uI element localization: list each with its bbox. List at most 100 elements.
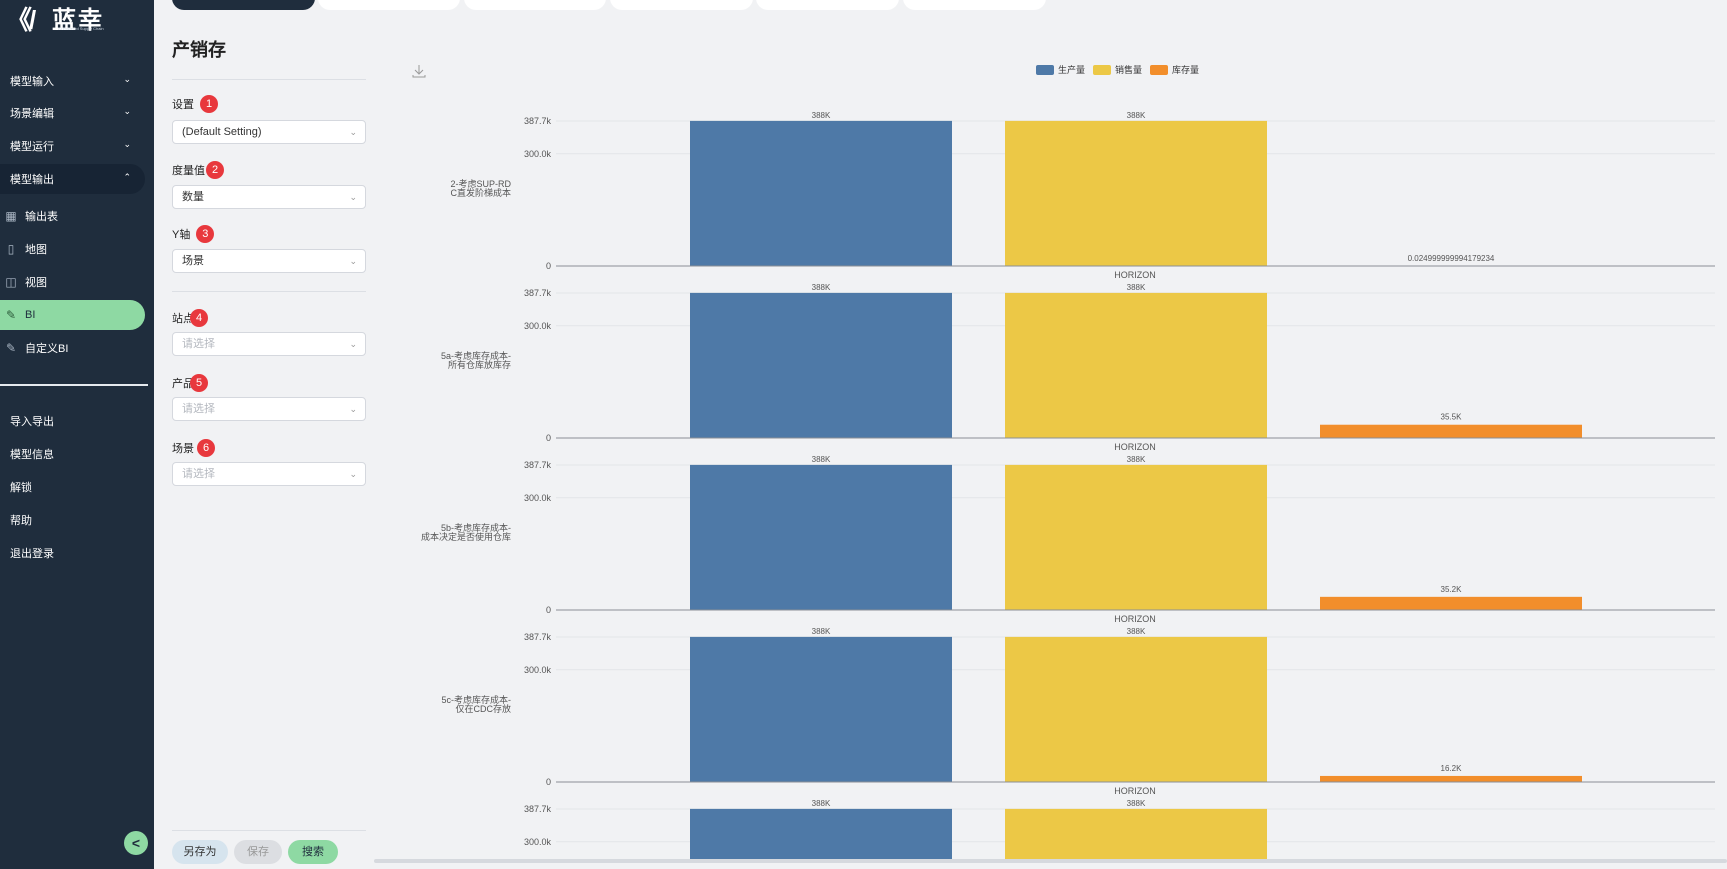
site-label-text: 站点 [172, 313, 194, 325]
divider [172, 830, 366, 831]
measure-select-value: 数量 [182, 191, 204, 203]
sidebar-item-model-info[interactable]: 模型信息 [0, 439, 145, 469]
y-tick-label: 0 [546, 605, 551, 615]
bi-icon: ✎ [5, 308, 17, 322]
y-tick-label: 300.0k [524, 837, 552, 847]
yaxis-select[interactable]: 场景 ⌄ [172, 249, 366, 273]
data-label: 388K [1127, 455, 1146, 464]
horizontal-scrollbar[interactable] [374, 859, 1727, 863]
sidebar-item-view[interactable]: ◫ 视图 [0, 267, 145, 297]
legend-swatch [1093, 65, 1111, 75]
site-select[interactable]: 请选择 ⌄ [172, 332, 366, 356]
nav-group-label: 模型输出 [10, 174, 54, 186]
scenario-label: 2-考虑SUP-RD [450, 178, 511, 189]
step-badge: 2 [206, 161, 224, 179]
data-label: 388K [812, 111, 831, 120]
nav-group-model-input[interactable]: 模型输入 ⌄ [0, 66, 145, 96]
nav-group-model-run[interactable]: 模型运行 ⌄ [0, 131, 145, 161]
tab-active[interactable] [172, 0, 315, 10]
legend-label: 库存量 [1172, 64, 1199, 75]
chevron-down-icon: ⌄ [349, 192, 357, 202]
scenario-select-placeholder: 请选择 [182, 468, 215, 480]
custom-bi-icon: ✎ [5, 341, 17, 355]
chart-area: 生产量 销售量 库存量 387.7k 300.0k 0 2-考虑SUP-RD C直发阶梯成本 3… [380, 55, 1727, 860]
bar [690, 464, 952, 610]
collapse-sidebar-button[interactable]: < [124, 831, 148, 855]
sidebar-item-label: 输出表 [25, 211, 58, 223]
bar [1005, 808, 1267, 860]
bar [690, 120, 952, 266]
search-button[interactable]: 搜索 [288, 840, 338, 864]
x-axis-label: HORIZON [1114, 270, 1156, 280]
logo-mark: 《/ [6, 5, 36, 35]
y-tick-label: 0 [546, 777, 551, 787]
product-select[interactable]: 请选择 ⌄ [172, 397, 366, 421]
chevron-down-icon: ⌄ [349, 469, 357, 479]
sidebar-item-logout[interactable]: 退出登录 [0, 538, 145, 568]
sidebar-item-unlock[interactable]: 解锁 [0, 472, 145, 502]
y-tick-label: 0 [546, 433, 551, 443]
data-label: 388K [1127, 111, 1146, 120]
bar [690, 808, 952, 860]
y-tick-label: 300.0k [524, 321, 552, 331]
measure-select[interactable]: 数量 ⌄ [172, 185, 366, 209]
chevron-down-icon: ⌄ [123, 74, 131, 84]
save-as-button[interactable]: 另存为 [172, 840, 228, 864]
scenario-label: C直发阶梯成本 [451, 187, 512, 198]
nav-group-label: 模型输入 [10, 76, 54, 88]
sidebar-item-output-table[interactable]: ▦ 输出表 [0, 201, 145, 231]
legend-swatch [1036, 65, 1054, 75]
save-button[interactable]: 保存 [234, 840, 282, 864]
chevron-down-icon: ⌄ [123, 106, 131, 116]
y-tick-label: 387.7k [524, 632, 552, 642]
sidebar: 《/ 蓝幸 AI Powered Supply Chain 模型输入 ⌄ 场景编… [0, 0, 154, 869]
tab[interactable] [464, 0, 606, 10]
product-select-placeholder: 请选择 [182, 403, 215, 415]
data-label: 388K [1127, 627, 1146, 636]
nav-group-scenario-edit[interactable]: 场景编辑 ⌄ [0, 98, 145, 128]
tab[interactable] [903, 0, 1046, 10]
sidebar-item-bi[interactable]: ✎ BI [0, 300, 145, 330]
sidebar-item-help[interactable]: 帮助 [0, 505, 145, 535]
data-label: 388K [812, 627, 831, 636]
page-title: 产销存 [172, 40, 226, 60]
tab[interactable] [610, 0, 753, 10]
y-tick-label: 387.7k [524, 804, 552, 814]
sidebar-divider [0, 384, 148, 386]
product-label: 产品 5 [172, 374, 208, 392]
logo: 《/ 蓝幸 AI Powered Supply Chain [6, 0, 126, 40]
y-tick-label: 387.7k [524, 460, 552, 470]
legend-label: 生产量 [1058, 64, 1085, 75]
site-select-placeholder: 请选择 [182, 338, 215, 350]
yaxis-label: Y轴 3 [172, 225, 215, 243]
data-label: 35.5K [1441, 413, 1463, 422]
scenario-label: 5c-考虑库存成本- [442, 694, 512, 705]
chevron-down-icon: ⌄ [349, 256, 357, 266]
sidebar-item-map[interactable]: ▯ 地图 [0, 234, 145, 264]
nav-group-model-output[interactable]: 模型输出 ⌃ [0, 164, 145, 194]
sidebar-item-label: 视图 [25, 277, 47, 289]
tab[interactable] [756, 0, 899, 10]
data-label: 388K [1127, 283, 1146, 292]
bar [1005, 292, 1267, 438]
sidebar-item-import-export[interactable]: 导入导出 [0, 406, 145, 436]
step-badge: 5 [190, 374, 208, 392]
scenario-label: 5b-考虑库存成本- [441, 522, 511, 533]
bar [1320, 424, 1582, 438]
legend-label: 销售量 [1115, 64, 1142, 75]
sidebar-item-label: 退出登录 [10, 548, 54, 560]
nav-group-label: 场景编辑 [10, 108, 54, 120]
measure-label: 度量值 2 [172, 161, 224, 179]
scenario-select[interactable]: 请选择 ⌄ [172, 462, 366, 486]
sidebar-item-label: 导入导出 [10, 416, 54, 428]
map-icon: ▯ [7, 242, 15, 256]
download-icon[interactable] [412, 65, 426, 78]
chevron-down-icon: ⌄ [349, 339, 357, 349]
scenario-label: 成本决定是否使用仓库 [421, 531, 511, 542]
legend-swatch [1150, 65, 1168, 75]
yaxis-label-text: Y轴 [172, 229, 191, 241]
tab[interactable] [318, 0, 460, 10]
setting-select[interactable]: (Default Setting) ⌄ [172, 120, 366, 144]
sidebar-item-custom-bi[interactable]: ✎ 自定义BI [0, 333, 145, 363]
